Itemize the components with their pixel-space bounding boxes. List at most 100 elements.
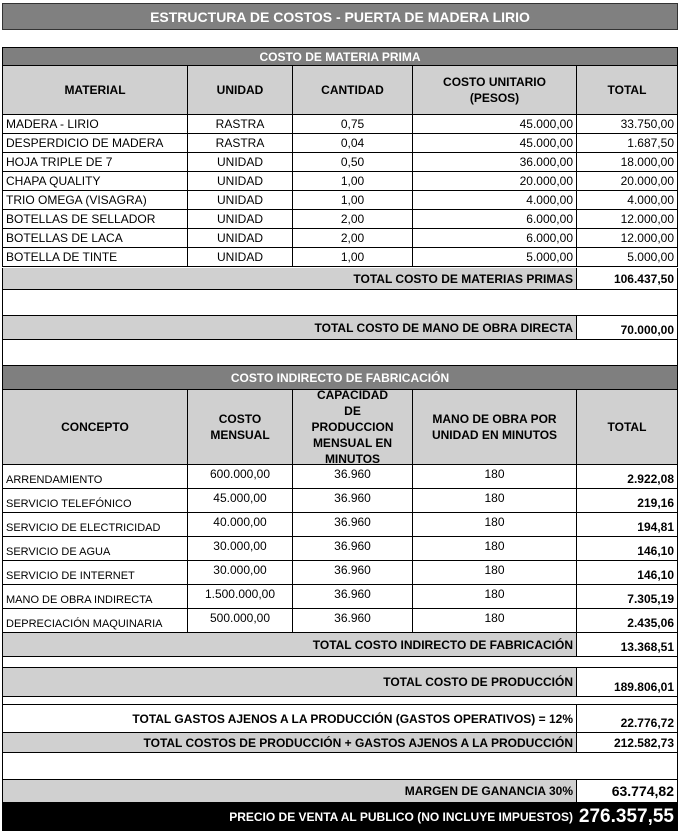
material-cell: BOTELLA DE TINTE [3, 248, 188, 266]
col-header-unidad: UNIDAD [188, 66, 293, 114]
total-value: 189.806,01 [577, 668, 677, 696]
margen-value: 63.774,82 [577, 780, 677, 802]
section-title: COSTO INDIRECTO DE FABRICACIÓN [3, 366, 677, 389]
total-cell: 33.750,00 [620, 117, 674, 131]
total-cell: 2.435,06 [627, 616, 674, 630]
table-row: SERVICIO DE INTERNET 30.000,00 36.960 180 14… [2, 561, 678, 585]
gastos-ajenos-row: TOTAL GASTOS AJENOS A LA PRODUCCIÓN (GAS… [2, 705, 678, 733]
total-cell: 219,16 [637, 496, 674, 510]
table-row: SERVICIO DE AGUA 30.000,00 36.960 180 146,10 [2, 537, 678, 561]
table-row: DESPERDICIO DE MADERA RASTRA 0,04 45.000,00… [2, 134, 678, 153]
material-cell: DESPERDICIO DE MADERA [3, 134, 188, 152]
cantidad-cell: 0,75 [293, 115, 413, 133]
total-label: TOTAL COSTO DE MANO DE OBRA DIRECTA [3, 316, 577, 339]
table-row: BOTELLA DE TINTE UNIDAD 1,00 5.000,00 5.000,… [2, 248, 678, 267]
unidad-cell: UNIDAD [188, 191, 293, 209]
material-cell: MADERA - LIRIO [3, 115, 188, 133]
table-row: TRIO OMEGA (VISAGRA) UNIDAD 1,00 4.000,00 4.… [2, 191, 678, 210]
total-label: TOTAL GASTOS AJENOS A LA PRODUCCIÓN (GAS… [3, 705, 577, 732]
table-row: BOTELLAS DE SELLADOR UNIDAD 2,00 6.000,00 12… [2, 210, 678, 229]
costo-unitario-cell: 4.000,00 [413, 191, 577, 209]
table-row: ARRENDAMIENTO 600.000,00 36.960 180 2.922,08 [2, 465, 678, 489]
col-header-capacidad: CAPACIDAD DE PRODUCCION MENSUAL EN MINUT… [293, 390, 413, 464]
col-header-concepto: CONCEPTO [3, 390, 188, 464]
col-header-total: TOTAL [607, 82, 647, 97]
costo-unitario-cell: 6.000,00 [413, 210, 577, 228]
margen-ganancia-row: MARGEN DE GANANCIA 30% 63.774,82 [2, 780, 678, 803]
unidad-cell: UNIDAD [188, 172, 293, 190]
total-cell: 146,10 [637, 544, 674, 558]
total-label: TOTAL COSTOS DE PRODUCCIÓN + GASTOS AJEN… [3, 733, 577, 752]
mano-obra-cell: 180 [413, 585, 577, 608]
mano-obra-cell: 180 [413, 465, 577, 488]
section-title: COSTO DE MATERIA PRIMA [3, 48, 677, 65]
col-header-total: TOTAL [607, 419, 647, 434]
cantidad-cell: 0,04 [293, 134, 413, 152]
total-label: TOTAL COSTO INDIRECTO DE FABRICACIÓN [3, 633, 577, 656]
concepto-cell: SERVICIO DE AGUA [3, 537, 188, 560]
unidad-cell: RASTRA [188, 115, 293, 133]
table-row: MADERA - LIRIO RASTRA 0,75 45.000,00 33.750,… [2, 115, 678, 134]
total-value: 70.000,00 [577, 316, 677, 339]
costo-unitario-cell: 45.000,00 [413, 115, 577, 133]
total-cell: 5.000,00 [627, 250, 674, 264]
cantidad-cell: 2,00 [293, 210, 413, 228]
unidad-cell: UNIDAD [188, 153, 293, 171]
table-row: SERVICIO TELEFÓNICO 45.000,00 36.960 180 219… [2, 489, 678, 513]
material-cell: CHAPA QUALITY [3, 172, 188, 190]
materia-prima-section-header: COSTO DE MATERIA PRIMA [2, 47, 678, 66]
costo-mensual-cell: 600.000,00 [188, 465, 293, 488]
capacidad-cell: 36.960 [293, 537, 413, 560]
total-value: 212.582,73 [577, 733, 677, 752]
concepto-cell: ARRENDAMIENTO [3, 465, 188, 488]
unidad-cell: UNIDAD [188, 229, 293, 247]
material-cell: HOJA TRIPLE DE 7 [3, 153, 188, 171]
sheet-title: ESTRUCTURA DE COSTOS - PUERTA DE MADERA … [2, 3, 678, 30]
total-value: 13.368,51 [577, 633, 677, 656]
costo-unitario-cell: 20.000,00 [413, 172, 577, 190]
costo-mensual-cell: 30.000,00 [188, 537, 293, 560]
total-cell: 12.000,00 [620, 212, 674, 226]
col-header-costo-mensual: COSTO MENSUAL [188, 390, 293, 464]
costo-unitario-cell: 6.000,00 [413, 229, 577, 247]
costo-mensual-cell: 500.000,00 [188, 609, 293, 632]
total-cell: 2.922,08 [627, 472, 674, 486]
unidad-cell: UNIDAD [188, 248, 293, 266]
total-cell: 1.687,50 [627, 136, 674, 150]
cif-section-header: COSTO INDIRECTO DE FABRICACIÓN [2, 366, 678, 390]
total-cell: 18.000,00 [620, 155, 674, 169]
materia-prima-column-headers: MATERIAL UNIDAD CANTIDAD COSTO UNITARIO … [2, 66, 678, 115]
cantidad-cell: 1,00 [293, 248, 413, 266]
material-cell: TRIO OMEGA (VISAGRA) [3, 191, 188, 209]
capacidad-cell: 36.960 [293, 465, 413, 488]
table-row: HOJA TRIPLE DE 7 UNIDAD 0,50 36.000,00 18.00… [2, 153, 678, 172]
concepto-cell: DEPRECIACIÓN MAQUINARIA [3, 609, 188, 632]
capacidad-cell: 36.960 [293, 489, 413, 512]
costo-unitario-cell: 5.000,00 [413, 248, 577, 266]
costo-mensual-cell: 45.000,00 [188, 489, 293, 512]
col-header-mano-obra: MANO DE OBRA POR UNIDAD EN MINUTOS [413, 390, 577, 464]
capacidad-cell: 36.960 [293, 513, 413, 536]
material-cell: BOTELLAS DE SELLADOR [3, 210, 188, 228]
blank-row [2, 697, 678, 705]
total-cif-row: TOTAL COSTO INDIRECTO DE FABRICACIÓN 13.… [2, 633, 678, 657]
cantidad-cell: 1,00 [293, 172, 413, 190]
cantidad-cell: 2,00 [293, 229, 413, 247]
total-materias-primas-row: TOTAL COSTO DE MATERIAS PRIMAS 106.437,5… [2, 268, 678, 290]
concepto-cell: SERVICIO TELEFÓNICO [3, 489, 188, 512]
blank-row [2, 290, 678, 316]
cif-column-headers: CONCEPTO COSTO MENSUAL CAPACIDAD DE PROD… [2, 390, 678, 465]
capacidad-cell: 36.960 [293, 561, 413, 584]
total-mano-obra-row: TOTAL COSTO DE MANO DE OBRA DIRECTA 70.0… [2, 316, 678, 340]
col-header-costo-unitario: COSTO UNITARIO (PESOS) [413, 66, 577, 114]
table-row: MANO DE OBRA INDIRECTA 1.500.000,00 36.960… [2, 585, 678, 609]
precio-value: 276.357,55 [578, 805, 674, 827]
cantidad-cell: 0,50 [293, 153, 413, 171]
total-value: 106.437,50 [577, 268, 677, 289]
blank-row [2, 753, 678, 780]
mano-obra-cell: 180 [413, 561, 577, 584]
blank-row [2, 340, 678, 366]
table-row: SERVICIO DE ELECTRICIDAD 40.000,00 36.960 1… [2, 513, 678, 537]
concepto-cell: SERVICIO DE ELECTRICIDAD [3, 513, 188, 536]
total-label: TOTAL COSTO DE MATERIAS PRIMAS [3, 268, 577, 289]
